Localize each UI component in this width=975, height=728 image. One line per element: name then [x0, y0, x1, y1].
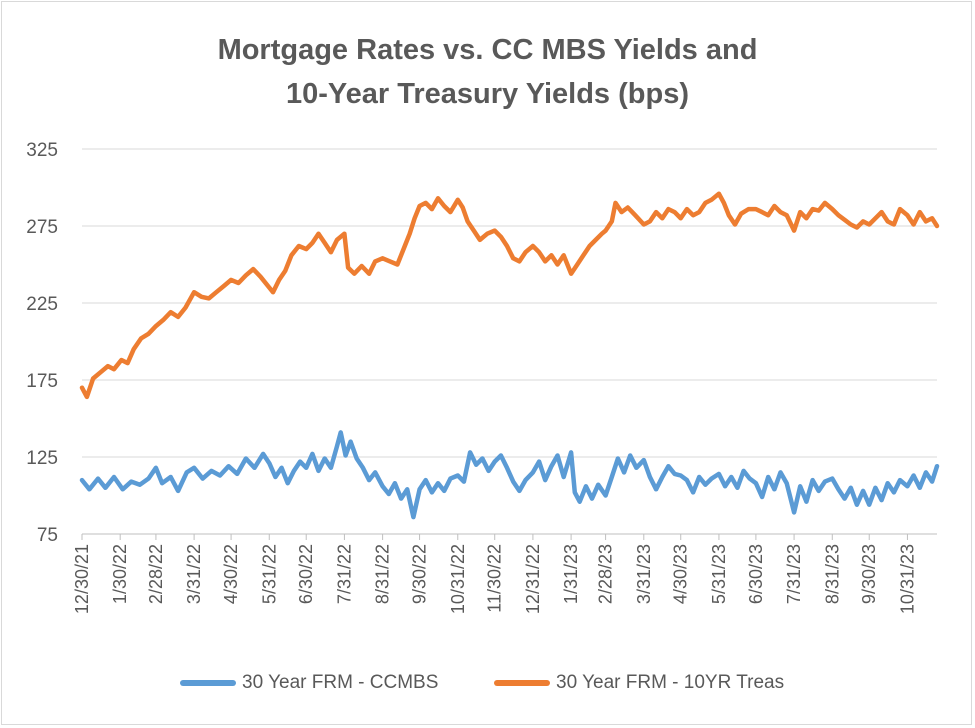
- x-tick-label: 8/31/23: [822, 544, 842, 604]
- chart-title-line-1: Mortgage Rates vs. CC MBS Yields and: [217, 34, 758, 66]
- x-tick-label: 7/31/23: [784, 544, 804, 604]
- gridlines: [82, 148, 937, 458]
- legend-label-10yr-treas: 30 Year FRM - 10YR Treas: [556, 672, 785, 693]
- y-axis-ticks: 75 125 175 225 275 325: [26, 140, 58, 546]
- chart-title-line-2: 10-Year Treasury Yields (bps): [286, 78, 689, 110]
- y-tick-label: 175: [26, 371, 58, 392]
- legend-swatch-ccmbs: [180, 680, 236, 686]
- x-tick-label: 4/30/22: [221, 544, 241, 604]
- x-tick-label: 6/30/22: [296, 544, 316, 604]
- x-tick-label: 9/30/23: [859, 544, 879, 604]
- legend: 30 Year FRM - CCMBS 30 Year FRM - 10YR T…: [0, 668, 975, 698]
- series-line-1: [79, 191, 940, 400]
- x-tick-label: 4/30/23: [671, 544, 691, 604]
- legend-item-10yr-treas: 30 Year FRM - 10YR Treas: [494, 668, 784, 698]
- legend-label-ccmbs: 30 Year FRM - CCMBS: [242, 672, 439, 693]
- x-tick-label: 8/31/22: [373, 544, 393, 604]
- x-tick-label: 1/30/22: [110, 544, 130, 604]
- y-tick-label: 275: [26, 217, 58, 238]
- chart-title: Mortgage Rates vs. CC MBS Yields and 10-…: [0, 28, 975, 116]
- legend-swatch-10yr-treas: [494, 680, 550, 686]
- y-tick-label: 125: [26, 448, 58, 469]
- x-tick-label: 5/31/23: [709, 544, 729, 604]
- series-lines: [79, 191, 940, 520]
- legend-item-ccmbs: 30 Year FRM - CCMBS: [180, 668, 438, 698]
- x-tick-label: 7/31/22: [334, 544, 354, 604]
- x-tick-label: 3/31/23: [634, 544, 654, 604]
- series-line-0: [79, 430, 940, 520]
- x-tick-label: 2/28/23: [596, 544, 616, 604]
- x-tick-label: 5/31/22: [259, 544, 279, 604]
- x-tick-label: 12/31/22: [523, 544, 543, 614]
- x-tick-label: 10/31/23: [897, 544, 917, 614]
- x-tick-label: 6/30/23: [746, 544, 766, 604]
- x-tick-label: 3/31/22: [184, 544, 204, 604]
- x-tick-label: 12/30/21: [72, 544, 92, 614]
- x-tick-label: 10/31/22: [448, 544, 468, 614]
- x-tick-label: 2/28/22: [146, 544, 166, 604]
- y-tick-label: 325: [26, 140, 58, 161]
- x-tick-label: 9/30/22: [410, 544, 430, 604]
- y-tick-label: 225: [26, 294, 58, 315]
- x-tick-label: 1/31/23: [561, 544, 581, 604]
- x-tick-label: 11/30/22: [485, 544, 505, 613]
- y-tick-label: 75: [37, 525, 58, 546]
- x-axis: 12/30/21 1/30/22 2/28/22 3/31/22 4/30/22 5/31…: [72, 533, 937, 614]
